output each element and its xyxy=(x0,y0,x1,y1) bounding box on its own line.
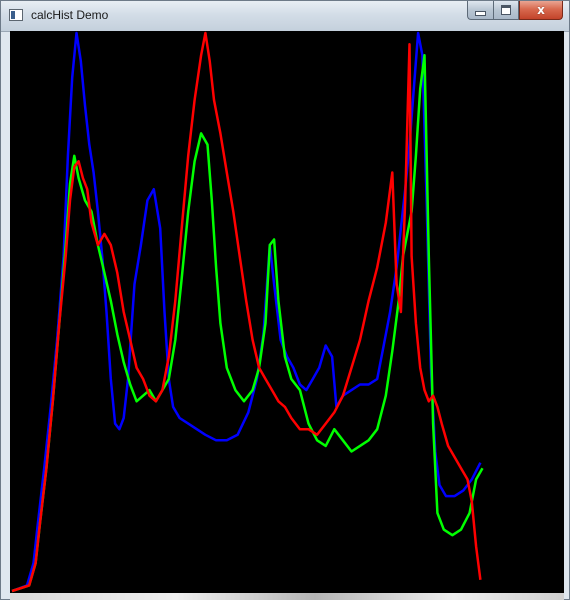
close-button[interactable]: x xyxy=(519,1,563,20)
app-window-icon[interactable] xyxy=(9,9,23,21)
maximize-icon xyxy=(501,5,511,15)
maximize-button[interactable] xyxy=(493,1,519,20)
minimize-icon xyxy=(475,10,486,16)
chart-background xyxy=(10,31,564,593)
minimize-button[interactable] xyxy=(467,1,493,20)
caption-buttons: x xyxy=(467,1,563,21)
close-icon: x xyxy=(537,3,545,17)
title-bar[interactable]: calcHist Demo x xyxy=(1,1,569,32)
series-layer xyxy=(11,31,484,593)
histogram-canvas xyxy=(10,31,564,593)
window-title: calcHist Demo xyxy=(31,8,109,22)
series-red-line xyxy=(11,31,482,593)
window-bottom-edge xyxy=(10,593,564,600)
histogram-chart xyxy=(10,31,564,593)
